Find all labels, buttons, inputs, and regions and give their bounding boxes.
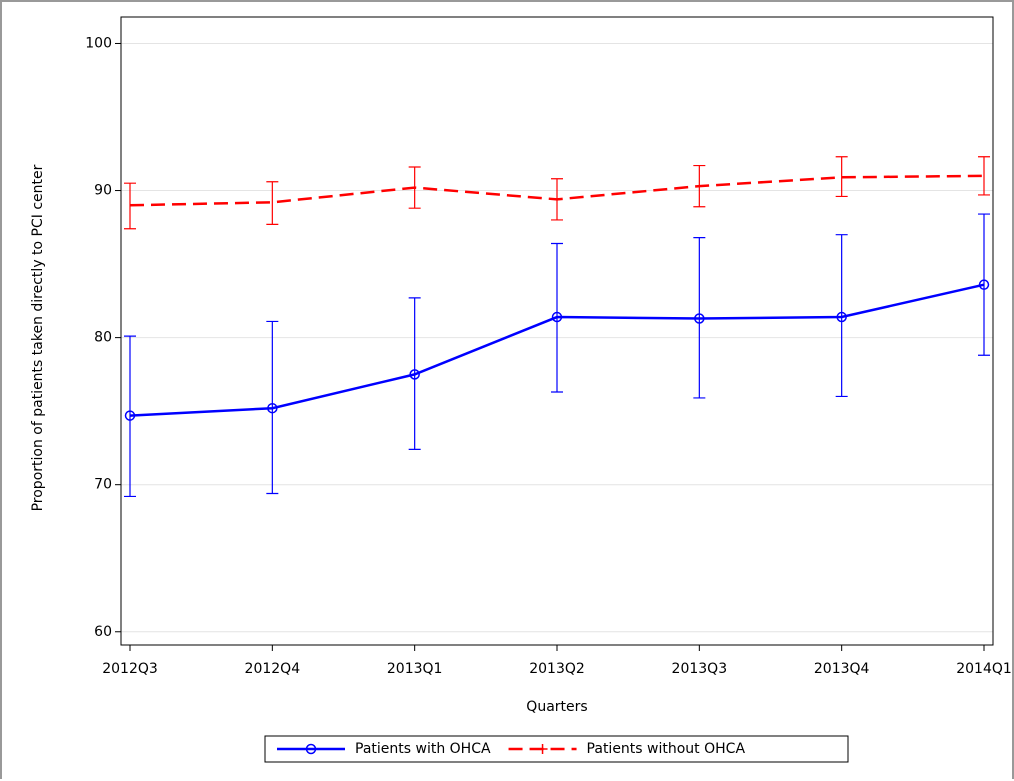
error-bar xyxy=(978,213,990,356)
y-axis-label: Proportion of patients taken directly to… xyxy=(30,164,46,511)
error-bar xyxy=(124,335,136,498)
error-bar xyxy=(835,156,848,198)
point xyxy=(694,313,705,324)
y-tick-label: 90 xyxy=(94,183,112,199)
y-tick-label: 100 xyxy=(85,35,112,51)
error-bar xyxy=(835,234,848,398)
y-tick-label: 80 xyxy=(94,330,112,346)
legend-label: Patients without OHCA xyxy=(587,741,746,757)
x-tick-label: 2013Q3 xyxy=(672,661,728,677)
legend-label: Patients with OHCA xyxy=(355,741,491,757)
point xyxy=(836,311,847,323)
x-tick-label: 2014Q1 xyxy=(956,661,1012,677)
y-tick-label: 60 xyxy=(94,624,112,640)
point xyxy=(551,311,563,323)
legend xyxy=(264,735,849,763)
legend-marker xyxy=(305,743,317,755)
x-tick-label: 2013Q1 xyxy=(387,661,443,677)
point xyxy=(267,402,278,414)
x-tick-label: 2012Q3 xyxy=(102,661,158,677)
error-bar xyxy=(978,156,990,196)
x-tick-label: 2012Q4 xyxy=(245,661,301,677)
point xyxy=(978,279,990,290)
legend-marker xyxy=(537,744,548,754)
error-bar xyxy=(124,182,136,230)
series-line xyxy=(129,283,985,417)
y-tick-label: 70 xyxy=(94,477,112,493)
x-tick-label: 2013Q4 xyxy=(814,661,870,677)
series-line xyxy=(129,174,985,207)
x-tick-label: 2013Q2 xyxy=(529,661,585,677)
point xyxy=(124,410,136,421)
error-bar xyxy=(266,181,279,225)
point xyxy=(409,369,420,380)
x-axis-label: Quarters xyxy=(526,699,587,715)
